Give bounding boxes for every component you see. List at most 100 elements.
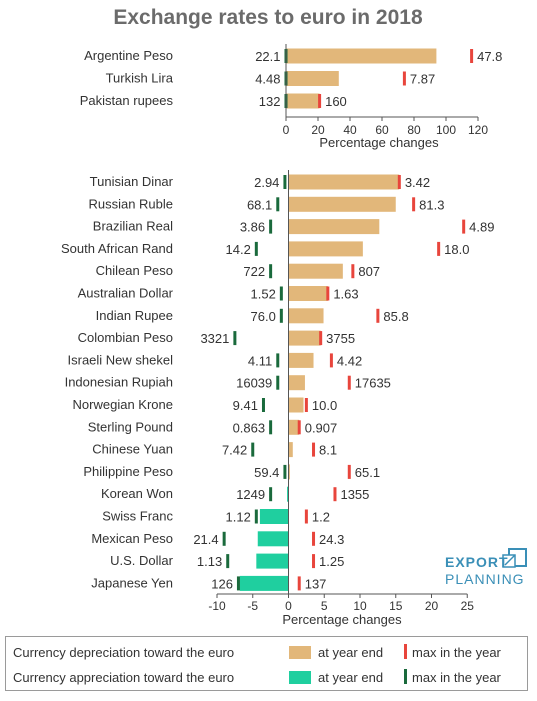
start-rate-label: 22.1	[255, 49, 280, 64]
bar	[288, 330, 321, 346]
start-rate-label: 3321	[200, 331, 229, 346]
category-label: Japanese Yen	[91, 575, 173, 590]
top-panel: Argentine Peso 22.1 47.8 Turkish Lira 4.48 7.…	[80, 44, 502, 150]
max-rate-tick	[470, 49, 474, 63]
x-tick-label: 0	[283, 123, 290, 137]
start-rate-tick	[226, 554, 230, 569]
start-rate-label: 3.86	[240, 220, 265, 235]
start-rate-label: 132	[259, 94, 281, 109]
x-axis-label: Percentage changes	[282, 612, 402, 627]
max-rate-label: 18.0	[444, 242, 469, 257]
legend-max-label: max in the year	[412, 670, 501, 685]
start-rate-label: 4.48	[255, 72, 280, 87]
max-rate-label: 81.3	[419, 197, 444, 212]
start-rate-label: 21.4	[193, 532, 218, 547]
start-rate-tick	[269, 219, 273, 234]
max-rate-tick	[297, 576, 301, 591]
start-rate-label: 1249	[236, 487, 265, 502]
max-rate-label: 1.25	[319, 554, 344, 569]
x-tick-label: -10	[208, 599, 226, 613]
bar	[257, 531, 289, 547]
x-tick-label: 60	[375, 123, 389, 137]
max-rate-label: 1.2	[312, 510, 330, 525]
bar	[288, 263, 343, 279]
start-rate-label: 2.94	[254, 175, 279, 190]
legend-depreciation-max-tick	[404, 644, 407, 659]
max-rate-tick	[347, 375, 351, 390]
legend-appreciation-swatch	[289, 671, 311, 684]
logo-line1: EXPORT	[445, 554, 509, 570]
bar	[288, 352, 314, 368]
start-rate-label: 0.863	[233, 420, 266, 435]
start-rate-label: 1.13	[197, 554, 222, 569]
start-rate-tick	[251, 442, 255, 457]
bar	[288, 375, 305, 391]
max-rate-label: 17635	[355, 376, 391, 391]
max-rate-label: 65.1	[355, 465, 380, 480]
bar	[288, 464, 290, 480]
category-label: Colombian Peso	[78, 330, 173, 345]
legend-year-end-label: at year end	[318, 670, 384, 685]
max-rate-tick	[319, 331, 323, 346]
start-rate-label: 59.4	[254, 465, 279, 480]
max-rate-tick	[351, 264, 355, 279]
category-label: Philippine Peso	[83, 464, 173, 479]
start-rate-tick	[233, 331, 237, 346]
max-rate-label: 3.42	[405, 175, 430, 190]
max-rate-tick	[412, 197, 416, 212]
max-rate-tick	[333, 487, 337, 502]
start-rate-tick	[283, 464, 287, 479]
x-tick-label: 15	[389, 599, 403, 613]
x-tick-label: 100	[436, 123, 456, 137]
logo-line2: PLANNING	[445, 571, 525, 587]
start-rate-tick	[279, 308, 283, 323]
max-rate-label: 24.3	[319, 532, 344, 547]
max-rate-tick	[312, 442, 316, 457]
max-rate-label: 47.8	[477, 49, 502, 64]
max-rate-tick	[397, 175, 401, 189]
category-label: Sterling Pound	[88, 419, 173, 434]
start-rate-tick	[269, 487, 273, 502]
x-tick-label: 5	[321, 599, 328, 613]
start-rate-tick	[261, 398, 265, 412]
logo-arrow-icon	[504, 554, 516, 566]
x-tick-label: 20	[425, 599, 439, 613]
max-rate-label: 1355	[340, 487, 369, 502]
bar	[288, 196, 396, 212]
start-rate-label: 126	[211, 576, 233, 591]
legend-row-depreciation: Currency depreciation toward the euro at…	[6, 640, 527, 666]
category-label: Korean Won	[101, 486, 173, 501]
max-rate-label: 4.89	[469, 220, 494, 235]
x-tick-label: -5	[247, 599, 258, 613]
bar	[286, 48, 437, 64]
max-rate-tick	[376, 308, 380, 323]
max-rate-label: 10.0	[312, 398, 337, 413]
bar	[287, 486, 289, 502]
legend-max-label: max in the year	[412, 645, 501, 660]
start-rate-tick	[254, 241, 258, 256]
legend: Currency depreciation toward the euro at…	[5, 636, 528, 691]
category-label: U.S. Dollar	[110, 553, 174, 568]
start-rate-label: 14.2	[226, 242, 251, 257]
category-label: Indonesian Rupiah	[65, 375, 173, 390]
chart-canvas: Exchange rates to euro in 2018 Argentine…	[61, 6, 527, 627]
category-label: Turkish Lira	[106, 71, 174, 86]
start-rate-tick	[276, 375, 280, 390]
max-rate-tick	[312, 531, 316, 546]
category-label: Pakistan rupees	[80, 93, 174, 108]
start-rate-label: 722	[243, 264, 265, 279]
bar	[288, 241, 363, 257]
start-rate-tick	[269, 264, 273, 279]
start-rate-label: 1.12	[226, 510, 251, 525]
bar	[286, 93, 320, 109]
legend-appreciation-label: Currency appreciation toward the euro	[13, 670, 235, 685]
max-rate-label: 160	[325, 94, 347, 109]
start-rate-label: 16039	[236, 376, 272, 391]
category-label: Chinese Yuan	[92, 442, 173, 457]
bar	[288, 219, 380, 235]
start-rate-tick	[283, 175, 287, 189]
start-rate-label: 76.0	[251, 309, 276, 324]
x-tick-label: 25	[461, 599, 475, 613]
chart-title: Exchange rates to euro in 2018	[113, 6, 423, 29]
bar	[288, 286, 328, 301]
